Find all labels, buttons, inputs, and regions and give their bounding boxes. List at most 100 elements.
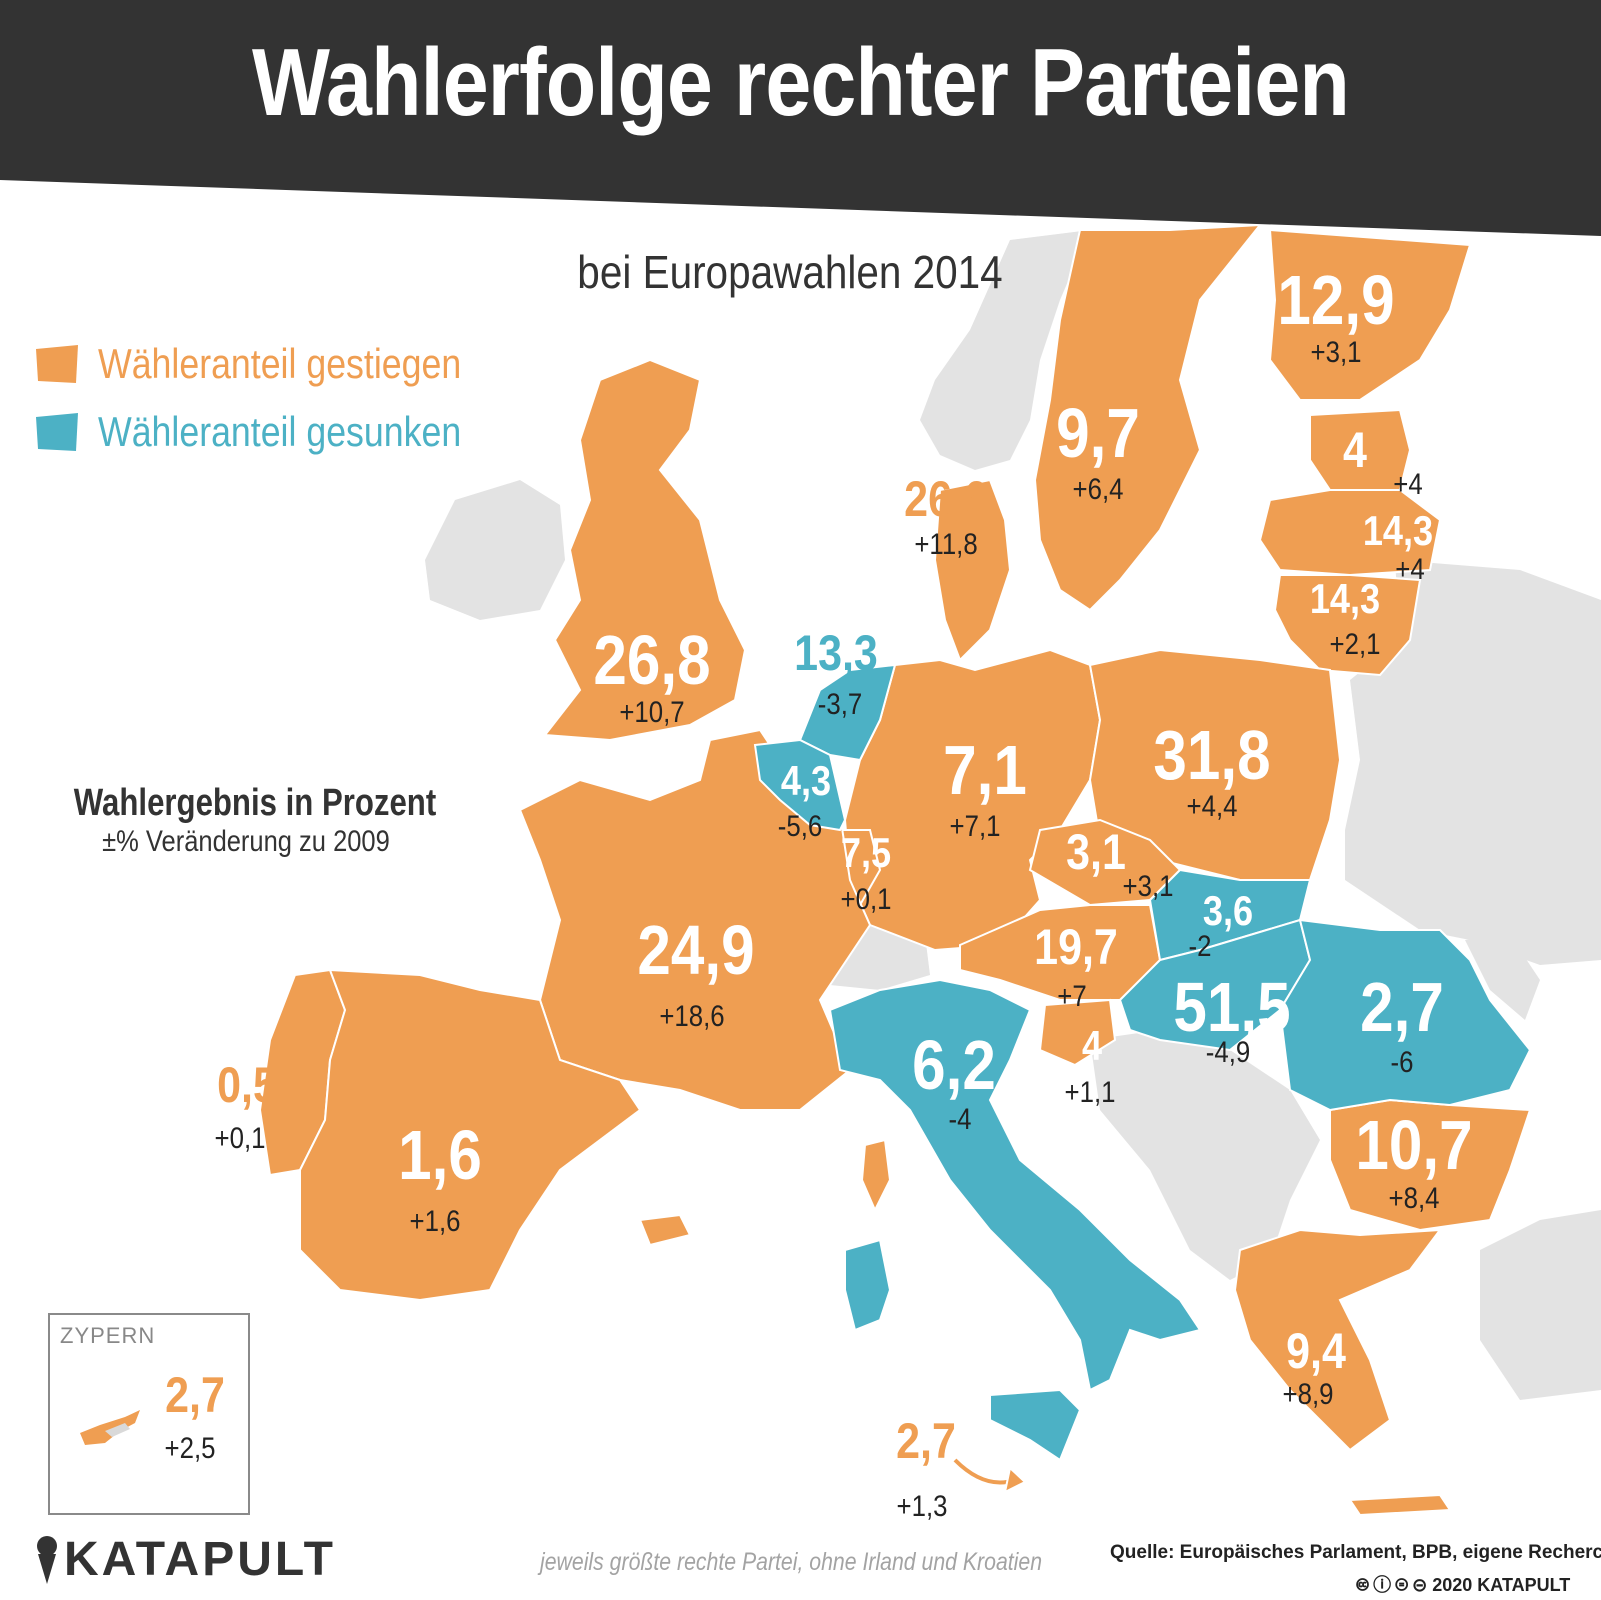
page-title: Wahlerfolge rechter Parteien [252,29,1350,136]
katapult-logo-text: KATAPULT [64,1533,336,1586]
legend-swatch-increase [36,345,78,383]
explanation-line1: Wahlergebnis in Prozent [73,782,437,824]
cyprus-value: 2,7 [165,1367,225,1423]
germany-value: 7,1 [943,731,1027,809]
netherlands-value: 13,3 [794,625,878,681]
balearics-shape [638,1213,692,1247]
legend-item-increase: Wähleranteil gestiegen [36,340,525,388]
header-banner [0,0,1601,236]
france-change: +18,6 [659,1000,725,1033]
countries-decrease [753,663,1532,1462]
greece-shape [1233,1228,1443,1452]
explanation: Wahlergebnis in Prozent ±% Veränderung z… [36,782,456,859]
ireland-shape [425,480,565,620]
latvia-shape [1258,489,1442,577]
uk-change: +10,7 [619,696,685,729]
sweden-value: 9,7 [1056,394,1140,472]
slovenia-shape [1038,998,1117,1067]
czechia-change: +3,1 [1122,870,1174,903]
bulgaria-value: 10,7 [1355,1106,1473,1184]
hungary-change: -4,9 [1205,1036,1251,1069]
balkans-shape [1090,1030,1320,1280]
cyprus-shape [80,1410,140,1445]
sicily-shape [989,1388,1082,1462]
cyprus-change: +2,5 [164,1432,216,1465]
denmark-value: 26,6 [904,471,988,527]
uk-value: 26,8 [593,621,711,699]
cyprus-inset: ZYPERN [48,1313,250,1515]
page-subtitle: bei Europawahlen 2014 [577,246,1003,298]
slovakia-value: 3,6 [1202,887,1254,934]
uk-shape [543,358,747,742]
legend-label-increase: Wähleranteil gestiegen [98,340,462,387]
finland-shape [1268,228,1472,401]
katapult-logo: KATAPULT [30,1532,336,1587]
italy-change: -4 [948,1103,972,1136]
czechia-value: 3,1 [1066,824,1126,880]
cyprus-label: ZYPERN [60,1323,156,1348]
turkey-shape [1480,1210,1601,1400]
moldova-shape [1465,935,1540,1020]
legend-item-decrease: Wähleranteil gesunken [36,408,525,456]
denmark-shape [933,478,1012,662]
bulgaria-change: +8,4 [1388,1182,1440,1215]
germany-shape [843,648,1102,952]
italy-value: 6,2 [912,1026,996,1104]
copyright-text: 2020 KATAPULT [1432,1575,1571,1595]
poland-value: 31,8 [1153,716,1271,794]
belgium-shape [753,738,847,832]
malta-value: 2,7 [896,1413,956,1469]
belgium-value: 4,3 [780,757,832,804]
romania-change: -6 [1390,1046,1414,1079]
austria-change: +7 [1057,980,1087,1013]
slovakia-change: -2 [1188,930,1212,963]
germany-change: +7,1 [949,810,1001,843]
malta-arrow [953,1458,1016,1485]
greece-value: 9,4 [1286,1323,1346,1379]
italy-shape [828,978,1202,1392]
countries-increase [258,223,1532,1517]
denmark-change: +11,8 [914,528,978,561]
netherlands-change: -3,7 [817,688,863,721]
poland-change: +4,4 [1186,790,1238,823]
malta-arrowhead [1003,1466,1027,1494]
sweden-change: +6,4 [1072,473,1124,506]
cc-license-icons: 🅭 ⓘ ⊜ ⊝ [1357,1575,1433,1595]
finland-change: +3,1 [1310,336,1362,369]
spain-change: +1,6 [409,1205,461,1238]
luxembourg-change: +0,1 [840,883,892,916]
corsica-shape [860,1138,892,1213]
header-background [0,0,1601,236]
estonia-change: +4 [1393,468,1423,501]
copyright: 🅭 ⓘ ⊜ ⊝ 2020 KATAPULT [1357,1571,1570,1597]
finland-value: 12,9 [1277,261,1395,339]
lithuania-change: +2,1 [1329,628,1381,661]
explanation-line2: ±% Veränderung zu 2009 [102,825,390,858]
france-value: 24,9 [637,911,755,989]
belgium-change: -5,6 [777,810,823,843]
romania-shape [1278,918,1532,1112]
other-countries [425,230,1601,1400]
estonia-value: 4 [1343,422,1367,478]
france-shape [518,728,872,1111]
legend-swatch-decrease [36,413,78,451]
latvia-change: +4 [1395,553,1425,586]
spain-value: 1,6 [398,1116,482,1194]
romania-value: 2,7 [1360,968,1444,1046]
slovenia-change: +1,1 [1064,1076,1116,1109]
greece-change: +8,9 [1282,1378,1334,1411]
luxembourg-value: 7,5 [840,829,892,876]
sardinia-shape [844,1238,892,1332]
norway-shape [920,230,1090,470]
lithuania-shape [1273,574,1422,677]
portugal-value: 0,5 [217,1057,277,1113]
east-shape [1345,560,1601,965]
slovenia-value: 4 [1081,1022,1103,1069]
portugal-change: +0,1 [214,1122,266,1155]
malta-change: +1,3 [896,1490,948,1523]
footer-note: jeweils größte rechte Partei, ohne Irlan… [540,1548,1043,1576]
austria-value: 19,7 [1034,919,1118,975]
hungary-value: 51,5 [1173,968,1291,1046]
lithuania-value: 14,3 [1309,575,1381,622]
